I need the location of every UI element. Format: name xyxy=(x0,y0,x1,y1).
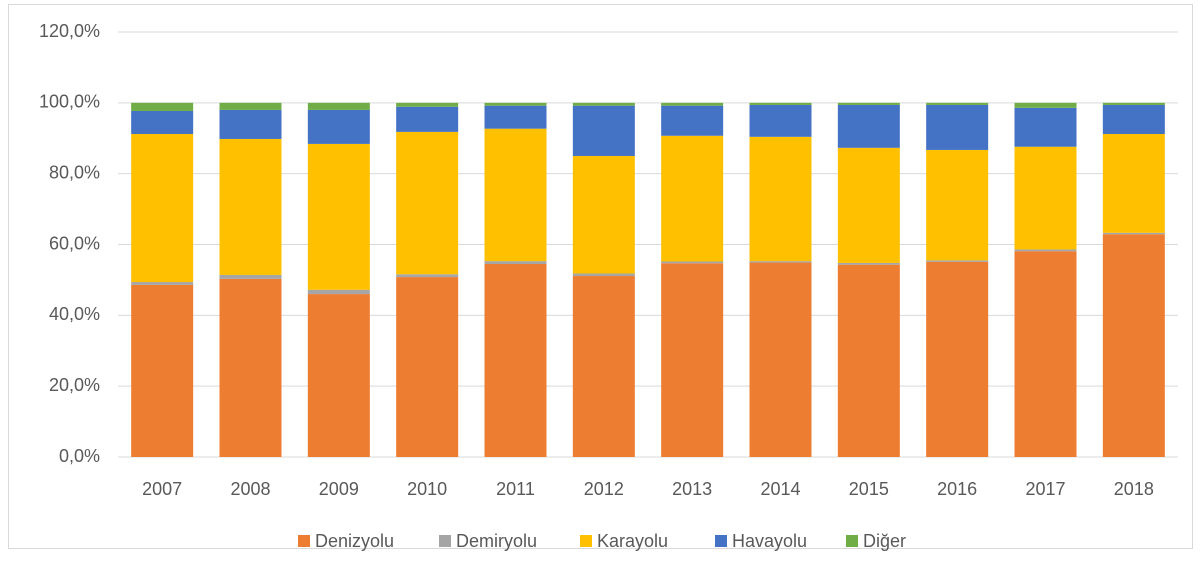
bar-segment xyxy=(837,264,900,457)
x-tick-label: 2013 xyxy=(672,479,712,499)
bar-segment xyxy=(307,289,370,295)
bar-segment xyxy=(1014,146,1077,250)
y-tick-label: 80,0% xyxy=(49,162,100,182)
bar-segment xyxy=(837,102,900,105)
y-tick-label: 40,0% xyxy=(49,304,100,324)
bar-segment xyxy=(572,273,635,277)
y-tick-label: 20,0% xyxy=(49,375,100,395)
x-tick-label: 2011 xyxy=(496,479,535,499)
bar-segment xyxy=(749,261,812,263)
bar-segment xyxy=(926,260,989,262)
x-tick-label: 2009 xyxy=(319,479,359,499)
x-tick-label: 2012 xyxy=(584,479,624,499)
bar-segment xyxy=(219,278,282,457)
bar-segment xyxy=(749,136,812,262)
bar-segment xyxy=(661,261,724,264)
bar-segment xyxy=(749,104,812,137)
legend-swatch xyxy=(715,535,727,547)
bar-segment xyxy=(1102,234,1165,457)
x-tick-label: 2018 xyxy=(1114,479,1154,499)
x-tick-label: 2015 xyxy=(849,479,889,499)
bar-segment xyxy=(661,135,724,262)
bar-segment xyxy=(661,102,724,106)
legend-label: Karayolu xyxy=(597,531,668,551)
bar-segment xyxy=(219,138,282,275)
bar-segment xyxy=(572,102,635,106)
legend-swatch xyxy=(580,535,592,547)
bar-segment xyxy=(484,128,547,262)
legend-label: Demiryolu xyxy=(456,531,537,551)
bar-segment xyxy=(219,102,282,110)
x-tick-label: 2016 xyxy=(937,479,977,499)
bar-segment xyxy=(926,149,989,261)
y-tick-label: 120,0% xyxy=(39,21,100,41)
legend-swatch xyxy=(846,535,858,547)
x-tick-label: 2010 xyxy=(407,479,447,499)
bar-segment xyxy=(837,262,900,265)
bar-segment xyxy=(572,155,635,274)
bar-segment xyxy=(1102,102,1165,105)
bar-segment xyxy=(1102,134,1165,233)
bar-segment xyxy=(131,110,194,134)
bar-segment xyxy=(749,102,812,105)
bar-segment xyxy=(661,263,724,457)
bar-segment xyxy=(484,105,547,129)
bar-segment xyxy=(749,262,812,457)
legend-label: Denizyolu xyxy=(315,531,394,551)
bar-segment xyxy=(219,109,282,139)
x-tick-label: 2017 xyxy=(1025,479,1065,499)
bar-segment xyxy=(484,261,547,264)
bar-segment xyxy=(1014,107,1077,147)
bar-segment xyxy=(219,274,282,279)
bar-segment xyxy=(1102,232,1165,235)
y-tick-label: 0,0% xyxy=(59,446,100,466)
bar-segment xyxy=(484,102,547,106)
bar-segment xyxy=(837,147,900,263)
bar-segment xyxy=(396,131,459,275)
bar-segment xyxy=(572,276,635,457)
bar-segment xyxy=(307,109,370,144)
bar-segment xyxy=(396,274,459,278)
x-tick-label: 2014 xyxy=(760,479,800,499)
bar-segment xyxy=(396,102,459,107)
bar-segment xyxy=(131,134,194,283)
bar-segment xyxy=(926,104,989,150)
bar-segment xyxy=(484,263,547,457)
bar-segment xyxy=(837,104,900,148)
bar-segment xyxy=(307,294,370,457)
bar-segment xyxy=(926,102,989,105)
bar-segment xyxy=(307,143,370,290)
bar-segment xyxy=(131,284,194,457)
bar-segment xyxy=(396,106,459,132)
y-tick-label: 100,0% xyxy=(39,92,100,112)
bar-segment xyxy=(131,282,194,285)
x-tick-label: 2008 xyxy=(230,479,270,499)
bar-segment xyxy=(661,105,724,136)
bar-segment xyxy=(1102,104,1165,134)
bar-segment xyxy=(396,277,459,457)
legend-swatch xyxy=(298,535,310,547)
legend-label: Havayolu xyxy=(732,531,807,551)
bar-segment xyxy=(131,102,194,111)
bar-segment xyxy=(572,105,635,156)
bar-segment xyxy=(1014,251,1077,457)
bar-segment xyxy=(307,102,370,110)
bar-segment xyxy=(1014,102,1077,108)
legend-label: Diğer xyxy=(863,531,906,551)
y-tick-label: 60,0% xyxy=(49,233,100,253)
legend-swatch xyxy=(439,535,451,547)
bar-segment xyxy=(926,261,989,457)
bar-segment xyxy=(1014,249,1077,252)
x-tick-label: 2007 xyxy=(142,479,182,499)
